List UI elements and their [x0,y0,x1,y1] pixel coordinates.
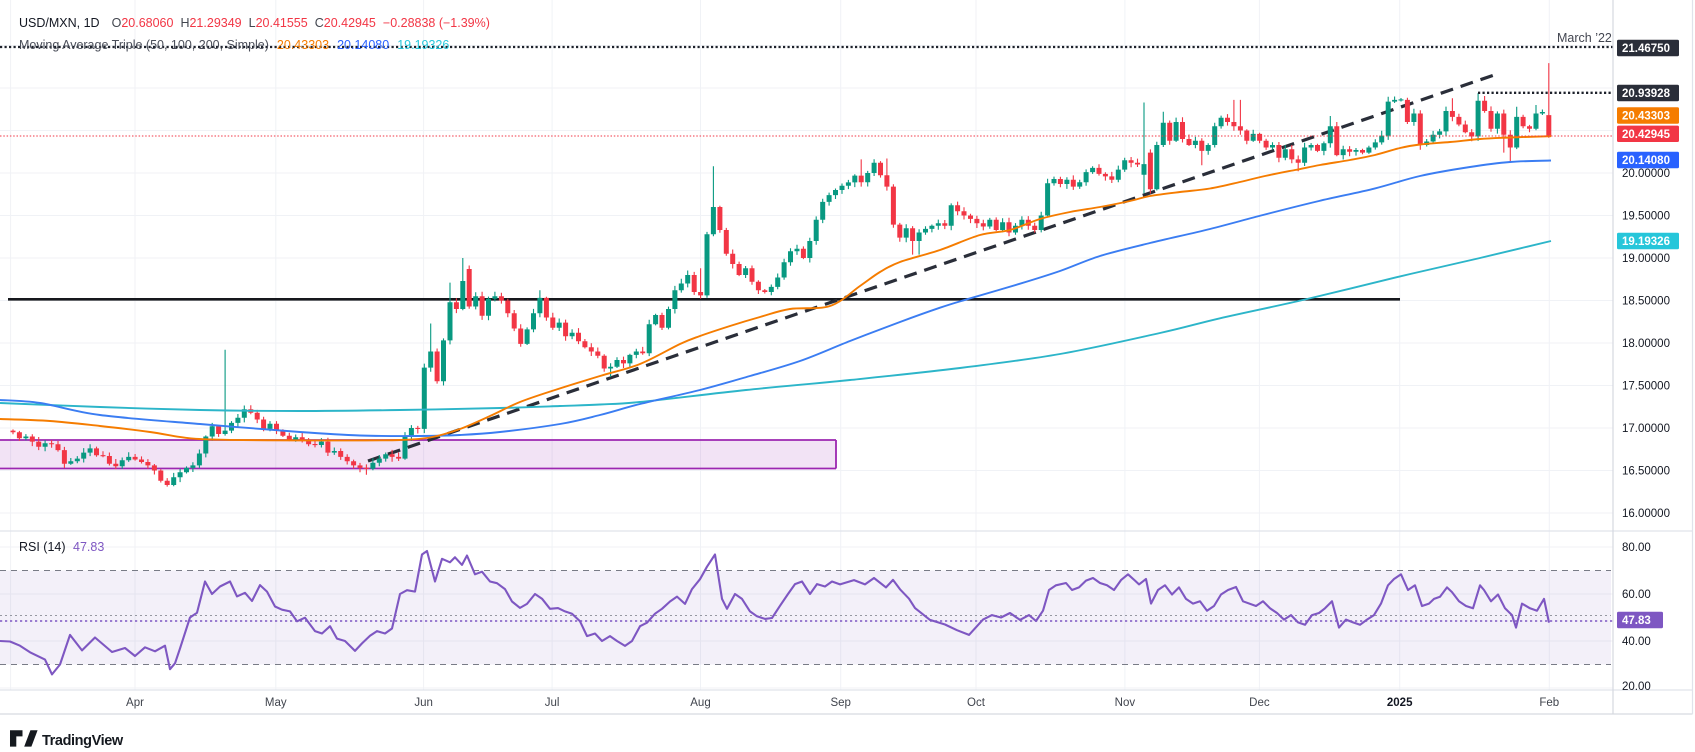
svg-text:March ’22: March ’22 [1557,31,1612,45]
svg-text:18.50000: 18.50000 [1622,296,1670,308]
svg-text:17.00000: 17.00000 [1622,423,1670,435]
svg-text:19.50000: 19.50000 [1622,211,1670,223]
svg-text:20.00: 20.00 [1622,681,1651,693]
svg-text:Apr: Apr [126,697,144,709]
svg-text:20.43303: 20.43303 [1622,111,1670,123]
svg-text:Jun: Jun [414,697,433,709]
svg-text:16.00000: 16.00000 [1622,508,1670,520]
svg-text:Dec: Dec [1249,697,1270,709]
svg-text:19.19326: 19.19326 [1622,236,1670,248]
svg-text:Jul: Jul [545,697,560,709]
svg-text:May: May [265,697,287,709]
svg-text:20.42945: 20.42945 [1622,129,1671,141]
svg-text:16.50000: 16.50000 [1622,466,1670,478]
svg-text:2025: 2025 [1387,697,1413,709]
svg-text:Oct: Oct [967,697,986,709]
svg-text:60.00: 60.00 [1622,589,1651,601]
svg-text:Aug: Aug [690,697,710,709]
svg-text:TradingView: TradingView [42,733,124,749]
svg-text:40.00: 40.00 [1622,636,1651,648]
svg-text:Moving Average Triple (50, 100: Moving Average Triple (50, 100, 200, Sim… [19,38,449,52]
svg-text:19.00000: 19.00000 [1622,253,1670,265]
svg-text:RSI (14) 47.83: RSI (14) 47.83 [19,540,104,554]
svg-text:80.00: 80.00 [1622,542,1651,554]
svg-text:20.14080: 20.14080 [1622,155,1670,167]
svg-text:Feb: Feb [1539,697,1559,709]
svg-text:Sep: Sep [830,697,850,709]
svg-text:Nov: Nov [1115,697,1136,709]
svg-text:20.00000: 20.00000 [1622,168,1670,180]
svg-text:47.83: 47.83 [1622,615,1651,627]
svg-text:17.50000: 17.50000 [1622,381,1670,393]
svg-text:20.93928: 20.93928 [1622,88,1671,100]
svg-text:21.46750: 21.46750 [1622,43,1670,55]
svg-text:18.00000: 18.00000 [1622,338,1670,350]
